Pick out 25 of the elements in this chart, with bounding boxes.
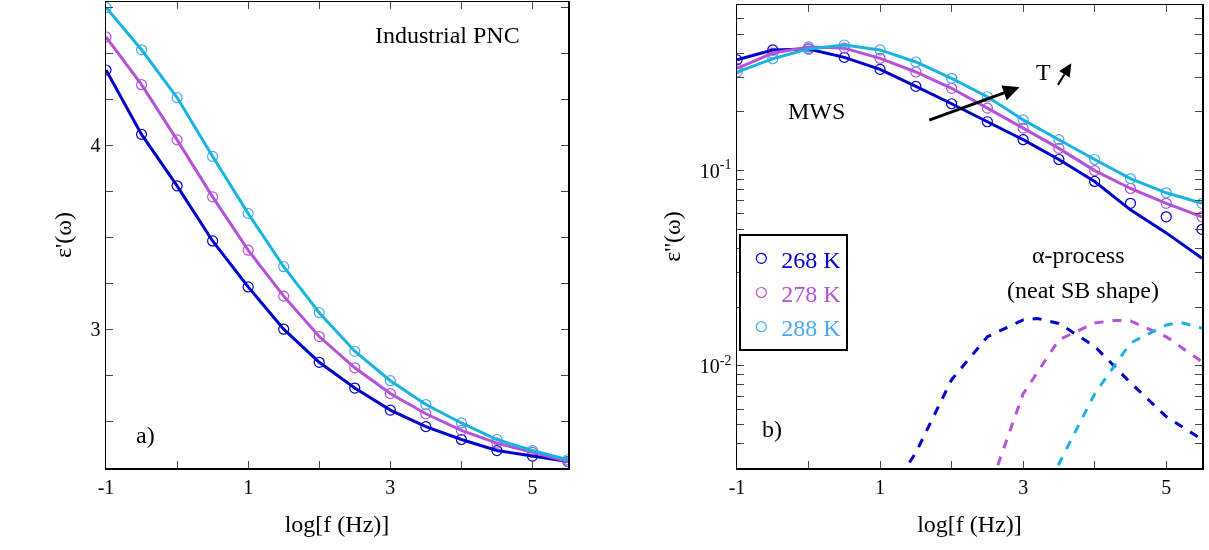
annotation: (neat SB shape) [1007, 277, 1159, 303]
legend-label: 268 K [781, 246, 842, 273]
annotation: Industrial PNC [375, 22, 520, 48]
annotation: a) [136, 422, 155, 448]
y-tick-label: 10$^{-2}$ [699, 352, 732, 377]
x-tick-label: 3 [1018, 475, 1029, 498]
x-tick-label: -1 [728, 475, 746, 498]
x-tick-label: 5 [527, 475, 538, 498]
annotation: T [1036, 59, 1051, 85]
y-tick-label: 10$^{-1}$ [699, 157, 732, 182]
legend-label: 288 K [781, 315, 842, 342]
x-tick-label: 3 [385, 475, 396, 498]
annotation: b) [762, 416, 782, 442]
y-tick-label: 4 [90, 134, 101, 157]
x-tick-label: -1 [97, 475, 115, 498]
x-tick-label: 1 [875, 475, 886, 498]
x-tick-label: 5 [1161, 475, 1172, 498]
x-tick-label: 1 [243, 475, 254, 498]
annotation: α-process [1032, 242, 1125, 268]
y-axis-title: ε''(ω) [659, 211, 686, 262]
x-axis-title: log[f (Hz)] [284, 510, 390, 537]
y-axis-title: ε'(ω) [49, 211, 76, 259]
legend-label: 278 K [781, 280, 842, 307]
x-axis-title: log[f (Hz)] [917, 510, 1022, 537]
annotation: MWS [788, 98, 846, 124]
